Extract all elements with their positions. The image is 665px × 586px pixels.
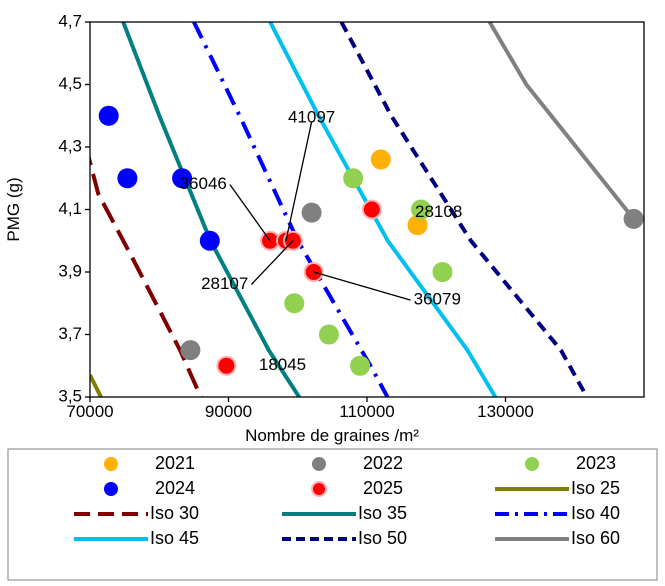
point-2023-1 — [411, 199, 432, 220]
legend-label: Iso 25 — [571, 478, 620, 498]
legend-label: 2024 — [155, 478, 195, 498]
legend-label: 2021 — [155, 453, 195, 473]
annotation-leader-28107 — [250, 240, 294, 285]
legend-label: 2025 — [363, 478, 403, 498]
annotation-label-18045: 18045 — [259, 355, 306, 374]
y-tick-label: 3,7 — [58, 324, 82, 343]
y-tick-label: 4,1 — [58, 199, 82, 218]
point-2024-3 — [199, 230, 220, 251]
y-axis-label: PMG (g) — [4, 177, 23, 241]
legend-marker — [104, 482, 118, 496]
point-2022-1 — [180, 340, 201, 361]
legend-item-iso-40: Iso 40 — [495, 503, 620, 523]
legend-label: Iso 60 — [571, 528, 620, 548]
isoline-iso-35 — [121, 22, 302, 397]
legend-item-iso-35: Iso 35 — [282, 503, 407, 523]
legend-label: 2022 — [363, 453, 403, 473]
legend-item-2022: 2022 — [312, 453, 403, 473]
isoline-iso-60 — [487, 22, 636, 221]
annotation-label-36046: 36046 — [180, 174, 227, 193]
annotation-leader-36079 — [313, 271, 411, 301]
isoline-iso-30 — [90, 154, 204, 397]
legend-marker — [312, 457, 326, 471]
y-tick-label: 4,3 — [58, 136, 82, 155]
legend: 2021 2022 2023 2024 2025 Iso 25 Iso 30 Iso 35 Is… — [7, 448, 658, 581]
legend-item-2024: 2024 — [104, 478, 195, 498]
point-2023-0 — [343, 168, 364, 189]
point-2022-2 — [623, 208, 644, 229]
x-tick-label: 130000 — [477, 402, 534, 421]
y-tick-label: 4,5 — [58, 74, 82, 93]
annotation-label-41097: 41097 — [288, 107, 335, 126]
x-tick-label: 110000 — [339, 402, 394, 421]
point-2024-1 — [117, 168, 138, 189]
legend-marker — [525, 457, 539, 471]
legend-item-iso-25: Iso 25 — [495, 478, 620, 498]
isoline-iso-45 — [268, 22, 498, 397]
point-2023-3 — [284, 293, 305, 314]
point-2024-2 — [172, 168, 193, 189]
legend-item-2025: 2025 — [311, 478, 403, 498]
legend-item-iso-50: Iso 50 — [282, 528, 407, 548]
annotation-label-28108: 28108 — [415, 202, 462, 221]
isoline-iso-40 — [192, 22, 390, 397]
point-2021-1 — [407, 215, 428, 236]
isolines — [90, 22, 636, 397]
point-2023-5 — [350, 355, 371, 376]
legend-item-iso-60: Iso 60 — [495, 528, 620, 548]
point-2025-5 — [218, 357, 235, 374]
annotations: 41097 36046 28108 28107 36079 18045 — [180, 107, 463, 374]
legend-marker — [104, 457, 118, 471]
point-2022-0 — [301, 202, 322, 223]
point-2024-0 — [98, 105, 119, 126]
point-2021-0 — [370, 149, 391, 170]
legend-label: Iso 30 — [150, 503, 199, 523]
y-tick-label: 4,7 — [58, 11, 82, 30]
point-2023-4 — [318, 324, 339, 345]
point-2023-2 — [432, 262, 453, 282]
annotation-label-36079: 36079 — [414, 290, 461, 309]
isoline-iso-25 — [90, 374, 104, 397]
isoline-iso-50 — [339, 22, 590, 397]
x-tick-label: 70000 — [66, 402, 113, 421]
legend-item-iso-30: Iso 30 — [74, 503, 199, 523]
legend-item-2023: 2023 — [525, 453, 616, 473]
annotation-leader-36046 — [229, 184, 271, 242]
legend-item-iso-45: Iso 45 — [74, 528, 199, 548]
annotation-leader-41097 — [285, 121, 313, 241]
y-tick-label: 3,9 — [58, 261, 82, 280]
annotation-label-28107: 28107 — [201, 274, 248, 293]
x-tick-label: 90000 — [205, 402, 252, 421]
legend-item-2021: 2021 — [104, 453, 195, 473]
legend-label: Iso 50 — [358, 528, 407, 548]
legend-label: 2023 — [576, 453, 616, 473]
data-points — [98, 105, 644, 376]
point-2025-4 — [363, 201, 380, 218]
legend-label: Iso 40 — [571, 503, 620, 523]
legend-label: Iso 45 — [150, 528, 199, 548]
legend-marker — [313, 483, 325, 495]
legend-label: Iso 35 — [358, 503, 407, 523]
x-axis-label: Nombre de graines /m² — [245, 426, 419, 445]
y-tick-label: 3,5 — [58, 386, 82, 405]
axes: 3,5 3,7 3,9 4,1 4,3 4,5 4,7 70000 90000 110000 130… — [4, 11, 645, 445]
